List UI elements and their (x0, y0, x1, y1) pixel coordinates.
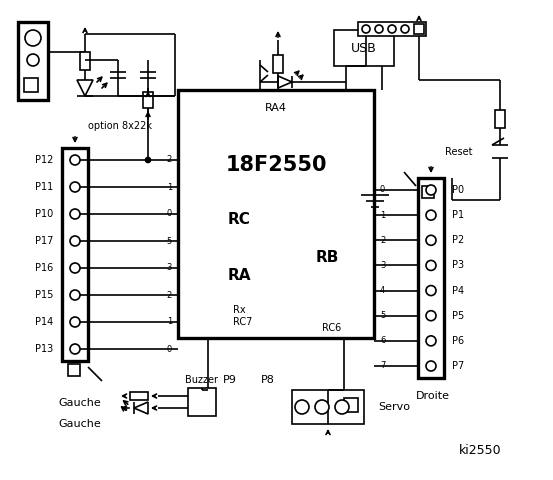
Text: RA: RA (228, 267, 252, 283)
Bar (344, 398, 358, 412)
Text: 0: 0 (167, 209, 172, 218)
Text: 0: 0 (380, 185, 385, 194)
Text: P5: P5 (452, 311, 464, 321)
Text: Gauche: Gauche (59, 419, 101, 429)
Circle shape (70, 263, 80, 273)
Text: 2: 2 (167, 290, 172, 300)
Text: P7: P7 (452, 361, 464, 371)
Circle shape (426, 210, 436, 220)
Text: P11: P11 (35, 182, 53, 192)
Text: 1: 1 (167, 182, 172, 192)
Text: 4: 4 (380, 286, 385, 295)
Text: P0: P0 (452, 185, 464, 195)
Text: P9: P9 (223, 375, 237, 385)
Circle shape (426, 185, 436, 195)
Bar (188, 388, 216, 416)
Text: P15: P15 (35, 290, 53, 300)
Text: 5: 5 (167, 237, 172, 245)
Circle shape (70, 182, 80, 192)
Text: P14: P14 (35, 317, 53, 327)
Circle shape (27, 54, 39, 66)
Circle shape (70, 317, 80, 327)
Text: P6: P6 (452, 336, 464, 346)
Circle shape (70, 344, 80, 354)
Text: 0: 0 (167, 345, 172, 353)
Circle shape (145, 157, 150, 163)
Circle shape (426, 286, 436, 296)
Text: RB: RB (316, 251, 339, 265)
Text: P12: P12 (35, 155, 53, 165)
Text: 3: 3 (166, 264, 172, 273)
Bar (143, 92, 153, 108)
Circle shape (335, 400, 349, 414)
Bar (62, 148, 88, 361)
Text: Reset: Reset (445, 147, 472, 157)
Bar (18, 22, 48, 100)
Text: P8: P8 (261, 375, 275, 385)
Text: P10: P10 (35, 209, 53, 219)
Bar (80, 52, 90, 70)
Circle shape (70, 236, 80, 246)
Circle shape (426, 235, 436, 245)
Circle shape (426, 311, 436, 321)
Text: P3: P3 (452, 261, 464, 270)
Bar (24, 78, 38, 92)
Circle shape (70, 209, 80, 219)
Text: 2: 2 (380, 236, 385, 245)
Text: 6: 6 (380, 336, 385, 345)
Bar (422, 186, 434, 198)
Text: Rx: Rx (233, 305, 246, 315)
Text: Droite: Droite (416, 391, 450, 401)
Circle shape (426, 261, 436, 270)
Circle shape (315, 400, 329, 414)
Bar (334, 30, 394, 66)
Text: Servo: Servo (378, 402, 410, 412)
Text: P4: P4 (452, 286, 464, 296)
Text: Buzzer: Buzzer (185, 375, 218, 385)
Bar (273, 55, 283, 73)
Text: 5: 5 (380, 311, 385, 320)
Circle shape (70, 290, 80, 300)
Circle shape (375, 25, 383, 33)
Text: P16: P16 (35, 263, 53, 273)
Bar (292, 390, 364, 424)
Circle shape (362, 25, 370, 33)
Text: 3: 3 (380, 261, 385, 270)
Text: 2: 2 (167, 156, 172, 165)
Bar (130, 392, 148, 400)
Text: 1: 1 (380, 211, 385, 220)
Bar (178, 90, 374, 338)
Text: RA4: RA4 (265, 103, 287, 113)
Text: 7: 7 (380, 361, 385, 371)
Circle shape (426, 336, 436, 346)
Circle shape (295, 400, 309, 414)
Circle shape (25, 30, 41, 46)
Text: 1: 1 (167, 317, 172, 326)
Circle shape (388, 25, 396, 33)
Text: P13: P13 (35, 344, 53, 354)
Text: USB: USB (351, 41, 377, 55)
Bar (414, 24, 424, 34)
Bar (68, 364, 80, 376)
Text: RC7: RC7 (233, 317, 252, 327)
Circle shape (426, 361, 436, 371)
Bar (495, 110, 505, 128)
Text: P17: P17 (35, 236, 53, 246)
Text: ki2550: ki2550 (458, 444, 502, 456)
Text: P2: P2 (452, 235, 464, 245)
Text: option 8x22k: option 8x22k (88, 121, 152, 131)
Bar (358, 22, 426, 36)
Text: Gauche: Gauche (59, 398, 101, 408)
Text: 18F2550: 18F2550 (225, 155, 327, 175)
Text: RC: RC (228, 213, 251, 228)
Text: P1: P1 (452, 210, 464, 220)
Bar (418, 178, 444, 378)
Text: RC6: RC6 (322, 323, 341, 333)
Circle shape (401, 25, 409, 33)
Circle shape (70, 155, 80, 165)
